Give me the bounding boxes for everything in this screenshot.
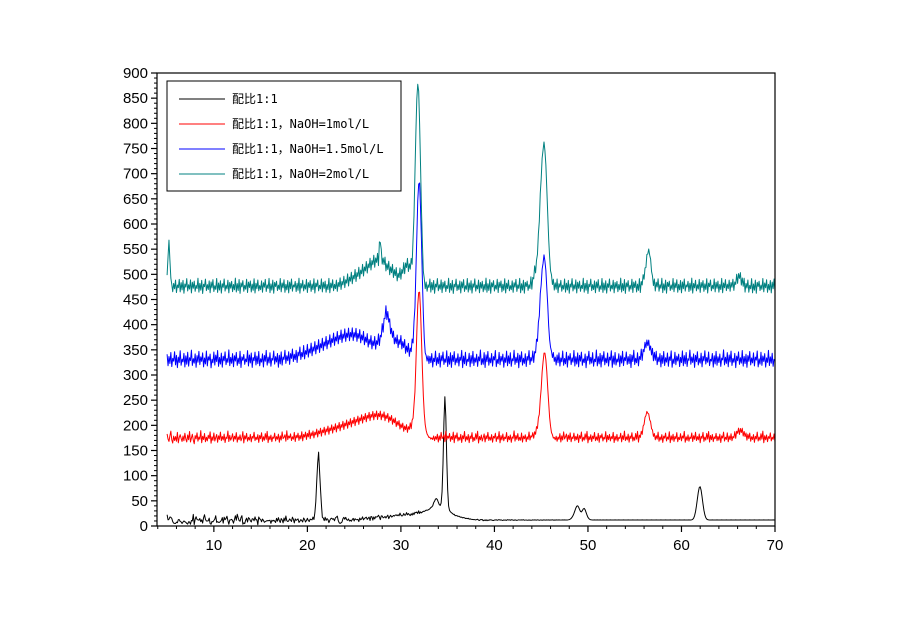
y-tick-label: 500 (123, 266, 148, 283)
y-tick-label: 600 (123, 216, 148, 233)
y-tick-label: 200 (123, 417, 148, 434)
y-tick-label: 700 (123, 166, 148, 183)
y-tick-label: 150 (123, 443, 148, 460)
x-tick-label: 60 (673, 537, 690, 554)
y-tick-label: 350 (123, 342, 148, 359)
x-tick-label: 50 (580, 537, 597, 554)
x-tick-label: 20 (299, 537, 316, 554)
y-tick-label: 450 (123, 292, 148, 309)
y-tick-label: 650 (123, 191, 148, 208)
x-tick-label: 10 (206, 537, 223, 554)
series-line-3 (166, 182, 776, 369)
y-tick-label: 250 (123, 392, 148, 409)
y-tick-label: 100 (123, 468, 148, 485)
axes-layer: 10 20 30 40 50 60 7005010015020025030035040045… (123, 65, 783, 554)
legend-label-2: 配比1:1，NaOH=1mol/L (232, 117, 369, 131)
y-tick-label: 0 (140, 518, 148, 535)
y-tick-label: 850 (123, 90, 148, 107)
x-tick-label: 40 (486, 537, 503, 554)
series-line-2 (166, 291, 776, 445)
legend-label-4: 配比1:1，NaOH=2mol/L (232, 167, 369, 181)
legend-label-1: 配比1:1 (232, 92, 278, 106)
series-line-4 (166, 83, 776, 294)
y-tick-label: 550 (123, 241, 148, 258)
x-tick-label: 30 (393, 537, 410, 554)
legend-label-3: 配比1:1，NaOH=1.5mol/L (232, 142, 384, 156)
x-tick-label: 70 (767, 537, 784, 554)
series-layer (166, 83, 776, 526)
y-tick-label: 300 (123, 367, 148, 384)
y-tick-label: 750 (123, 141, 148, 158)
legend: 配比1:1 配比1:1，NaOH=1mol/L 配比1:1，NaOH=1.5mol/… (166, 80, 402, 192)
y-tick-label: 900 (123, 65, 148, 82)
y-tick-label: 400 (123, 317, 148, 334)
y-tick-label: 50 (131, 493, 148, 510)
series-line-1 (166, 396, 775, 526)
y-tick-label: 800 (123, 115, 148, 132)
